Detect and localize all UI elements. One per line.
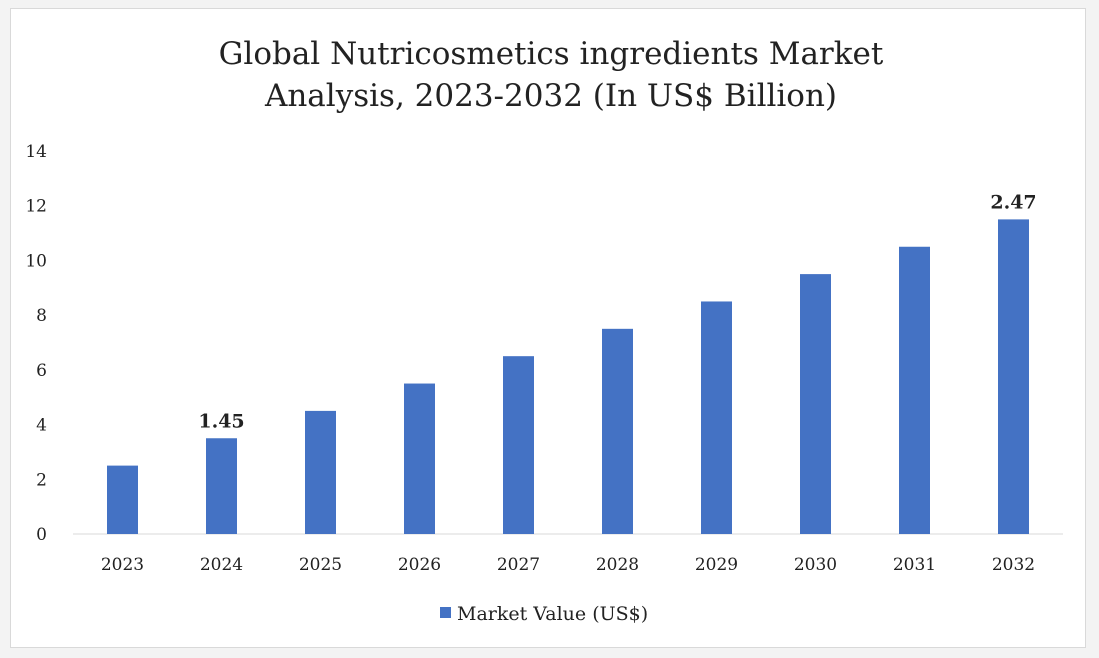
- y-tick-label: 10: [25, 251, 47, 271]
- x-tick-label: 2029: [695, 555, 738, 575]
- chart-title-line-1: Global Nutricosmetics ingredients Market: [219, 36, 884, 72]
- data-label-2024: 1.45: [198, 410, 244, 432]
- bar-2024: [206, 438, 237, 534]
- y-tick-label: 0: [36, 525, 47, 545]
- x-tick-label: 2026: [398, 555, 441, 575]
- chart-title-line-2: Analysis, 2023-2032 (In US$ Billion): [264, 78, 837, 114]
- y-tick-label: 12: [25, 197, 47, 217]
- bar-chart: Global Nutricosmetics ingredients Market…: [25, 36, 1063, 625]
- x-tick-label: 2024: [200, 555, 243, 575]
- bar-2023: [107, 465, 138, 534]
- x-tick-label: 2028: [596, 555, 639, 575]
- y-tick-label: 8: [36, 306, 47, 326]
- x-tick-label: 2031: [893, 555, 936, 575]
- x-tick-label: 2030: [794, 555, 837, 575]
- bar-2031: [899, 246, 930, 534]
- y-tick-label: 14: [25, 142, 47, 162]
- bar-2025: [305, 410, 336, 534]
- bar-2030: [800, 274, 831, 534]
- bar-2028: [602, 328, 633, 534]
- data-label-2032: 2.47: [990, 191, 1036, 213]
- bar-2029: [701, 301, 732, 534]
- chart-frame: Global Nutricosmetics ingredients Market…: [10, 8, 1086, 648]
- y-axis: 0 2 4 6 8 10 12 14: [25, 142, 47, 545]
- x-axis: 2023 2024 2025 2026 2027 2028 2029 2030 2031 2032: [101, 555, 1035, 575]
- legend-label: Market Value (US$): [457, 603, 648, 625]
- legend: Market Value (US$): [440, 603, 648, 625]
- data-labels: 1.45 2.47: [198, 191, 1036, 432]
- bar-2026: [404, 383, 435, 534]
- legend-swatch: [440, 607, 451, 618]
- bar-2027: [503, 356, 534, 534]
- x-tick-label: 2032: [992, 555, 1035, 575]
- bar-2032: [998, 219, 1029, 534]
- x-tick-label: 2025: [299, 555, 342, 575]
- y-tick-label: 2: [36, 470, 47, 490]
- x-tick-label: 2027: [497, 555, 540, 575]
- chart-title: Global Nutricosmetics ingredients Market…: [219, 36, 884, 114]
- bars: [107, 219, 1029, 534]
- y-tick-label: 6: [36, 361, 47, 381]
- y-tick-label: 4: [36, 416, 47, 436]
- x-tick-label: 2023: [101, 555, 144, 575]
